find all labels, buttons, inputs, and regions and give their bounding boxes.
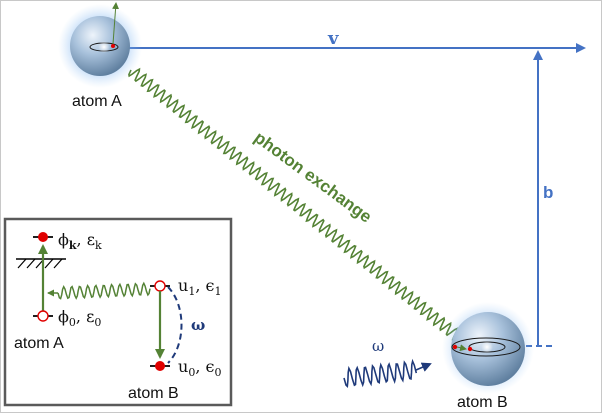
atom-a-excitation-arrow: [112, 2, 120, 45]
photon-exchange-label: photon exchange: [251, 128, 376, 227]
omega-dashed-arc: [167, 286, 183, 364]
atom-a-label: atom A: [72, 93, 122, 110]
b-level-1-empty-dot: [154, 280, 166, 292]
level-k-filled-dot: [38, 232, 48, 242]
atom-a: [58, 2, 142, 88]
inset-photon-wave: [57, 281, 151, 300]
atom-b: [442, 302, 534, 394]
photon-exchange-wave: [128, 67, 459, 342]
incoming-photon-wave: [343, 358, 418, 388]
atom-b-label: atom B: [457, 394, 508, 411]
incoming-photon-arrowhead: [415, 362, 432, 372]
level-k-label: ϕk, εk: [58, 230, 102, 252]
b-level-0-filled-dot: [155, 361, 165, 371]
inset-atom-b-label: atom B: [128, 385, 179, 402]
impact-parameter-label: b: [543, 183, 553, 202]
level-0-label: ϕ0, ε0: [58, 307, 101, 329]
velocity-label: v: [327, 28, 339, 49]
b-level-0-label: u0, ϵ0: [178, 357, 221, 379]
incoming-photon-label: ω: [372, 337, 384, 355]
level-0-empty-dot: [37, 310, 49, 322]
inset-omega-label: ω: [191, 316, 205, 334]
energy-level-inset: ϕk, εk ϕ0, ε0 atom A u1, ϵ1 ω: [3, 217, 233, 407]
b-level-1-label: u1, ϵ1: [178, 276, 221, 298]
inset-atom-a-label: atom A: [14, 335, 64, 352]
